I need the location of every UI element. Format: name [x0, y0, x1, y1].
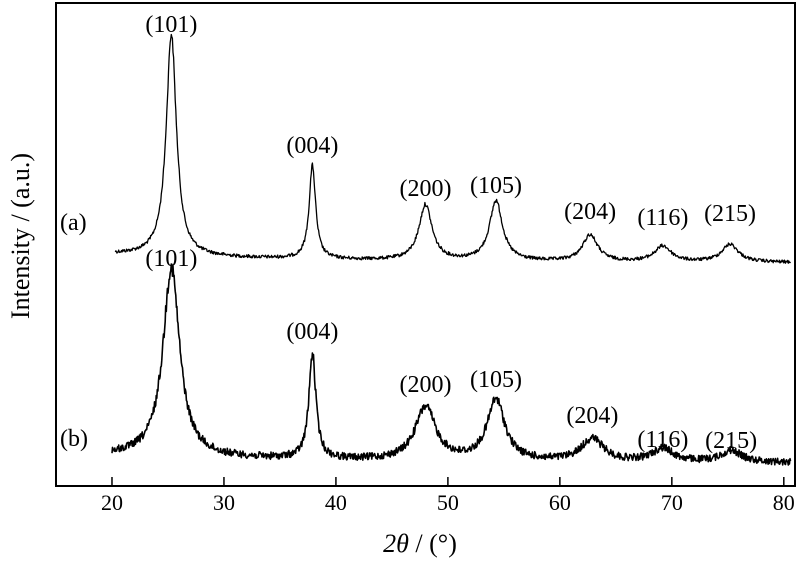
peak-label: (116) [637, 205, 688, 231]
x-axis-ticks: 20 30 40 50 60 70 80 [101, 477, 795, 515]
x-axis-unit: / (°) [409, 529, 457, 558]
series-line [114, 33, 791, 264]
peak-label: (200) [400, 176, 452, 202]
x-axis-symbol: 2θ [383, 529, 409, 558]
peak-label: (215) [705, 428, 757, 454]
x-tick-label: 20 [101, 490, 123, 515]
peak-label: (200) [400, 372, 452, 398]
peak-label: (204) [564, 199, 616, 225]
peak-label: (004) [286, 319, 338, 345]
peak-labels: (a) (101) (004) (200) (105) (204) (116) (215) (b… [60, 12, 757, 454]
x-tick-label: 40 [325, 490, 347, 515]
series-tag: (b) [60, 426, 88, 452]
series-tag: (a) [60, 210, 87, 236]
x-tick-label: 30 [213, 490, 235, 515]
peak-label: (204) [566, 403, 618, 429]
series-line [111, 263, 792, 466]
x-tick-label: 70 [661, 490, 683, 515]
x-axis-title: 2θ / (°) [383, 529, 457, 558]
peak-label: (116) [637, 427, 688, 453]
peak-label: (004) [286, 133, 338, 159]
x-tick-label: 80 [773, 490, 795, 515]
series-layer [111, 33, 792, 466]
peak-label: (105) [470, 367, 522, 393]
peak-label: (215) [704, 201, 756, 227]
y-axis-title: Intensity / (a.u.) [6, 153, 35, 319]
peak-label: (101) [145, 246, 197, 272]
x-tick-label: 60 [549, 490, 571, 515]
peak-label: (101) [145, 12, 197, 38]
plot-frame [55, 2, 796, 487]
peak-label: (105) [470, 173, 522, 199]
x-tick-label: 50 [437, 490, 459, 515]
